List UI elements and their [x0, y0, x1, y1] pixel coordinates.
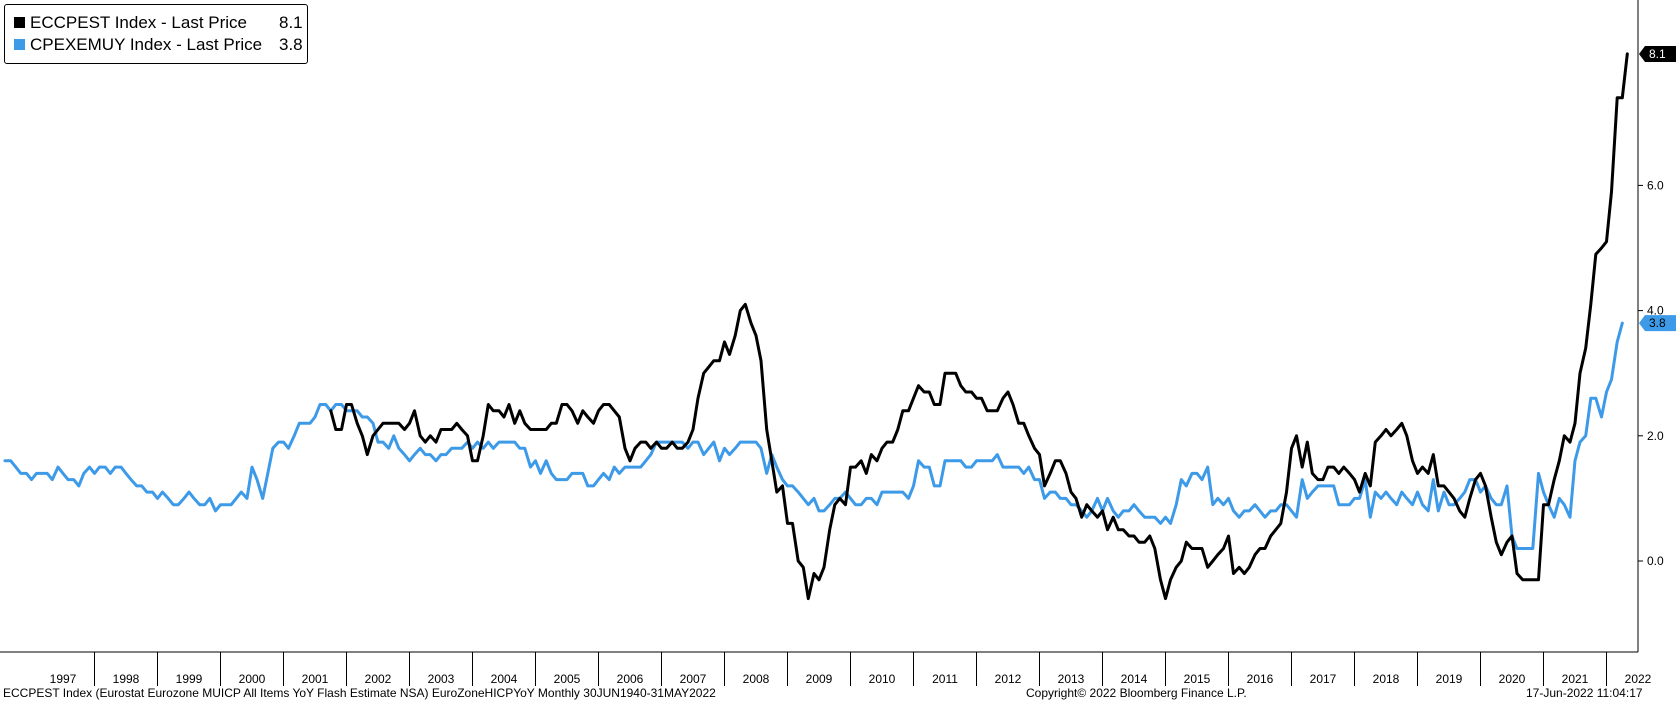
x-tick-label: 2002	[365, 672, 392, 686]
x-tick-label: 2009	[806, 672, 833, 686]
x-tick-label: 2012	[995, 672, 1022, 686]
x-tick-label: 2020	[1499, 672, 1526, 686]
series-line-cpexemuy	[3, 321, 1624, 550]
legend-swatch-blue	[14, 39, 25, 50]
x-tick-label: 1998	[113, 672, 140, 686]
x-tick-label: 2014	[1121, 672, 1148, 686]
legend-entry-eccpest: ECCPEST Index - Last Price 8.1	[14, 13, 303, 33]
legend-last-value: 3.8	[279, 35, 303, 54]
x-tick-label: 2022	[1625, 672, 1652, 686]
chart-description: ECCPEST Index (Eurostat Eurozone MUICP A…	[3, 686, 716, 700]
y-tick-label: 4.0	[1647, 304, 1664, 318]
series-line-eccpest	[329, 52, 1629, 601]
legend-last-value: 8.1	[279, 13, 303, 32]
copyright-text: Copyright© 2022 Bloomberg Finance L.P.	[1026, 686, 1247, 700]
y-tick-label: 0.0	[1647, 554, 1664, 568]
last-price-badge-eccpest	[1639, 45, 1676, 62]
last-price-badge-label: 3.8	[1649, 316, 1666, 330]
y-tick-label: 6.0	[1647, 178, 1664, 192]
legend-entry-cpexemuy: CPEXEMUY Index - Last Price 3.8	[14, 35, 303, 55]
x-tick-label: 2011	[932, 672, 958, 686]
x-tick-label: 2008	[743, 672, 770, 686]
x-tick-label: 2006	[617, 672, 644, 686]
x-tick-label: 2000	[239, 672, 266, 686]
x-tick-label: 1999	[176, 672, 203, 686]
last-price-badge-label: 8.1	[1649, 47, 1666, 61]
chart-legend: ECCPEST Index - Last Price 8.1 CPEXEMUY I…	[4, 4, 308, 64]
legend-label: ECCPEST Index - Last Price	[30, 13, 247, 32]
legend-swatch-black	[14, 17, 25, 28]
x-tick-label: 2016	[1247, 672, 1274, 686]
x-tick-label: 2017	[1310, 672, 1337, 686]
x-tick-label: 2021	[1562, 672, 1589, 686]
x-tick-label: 2003	[428, 672, 455, 686]
x-tick-label: 2015	[1184, 672, 1211, 686]
x-tick-label: 2013	[1058, 672, 1085, 686]
x-tick-label: 2010	[869, 672, 896, 686]
legend-label: CPEXEMUY Index - Last Price	[30, 35, 263, 54]
x-tick-label: 2005	[554, 672, 581, 686]
last-price-badge-cpexemuy	[1639, 315, 1676, 332]
x-tick-label: 2018	[1373, 672, 1400, 686]
y-tick-label: 2.0	[1647, 429, 1664, 443]
x-tick-label: 2001	[302, 672, 329, 686]
x-tick-label: 2019	[1436, 672, 1463, 686]
timestamp: 17-Jun-2022 11:04:17	[1526, 686, 1643, 700]
x-tick-label: 2007	[680, 672, 707, 686]
x-tick-label: 2004	[491, 672, 518, 686]
x-tick-label: 1997	[50, 672, 77, 686]
